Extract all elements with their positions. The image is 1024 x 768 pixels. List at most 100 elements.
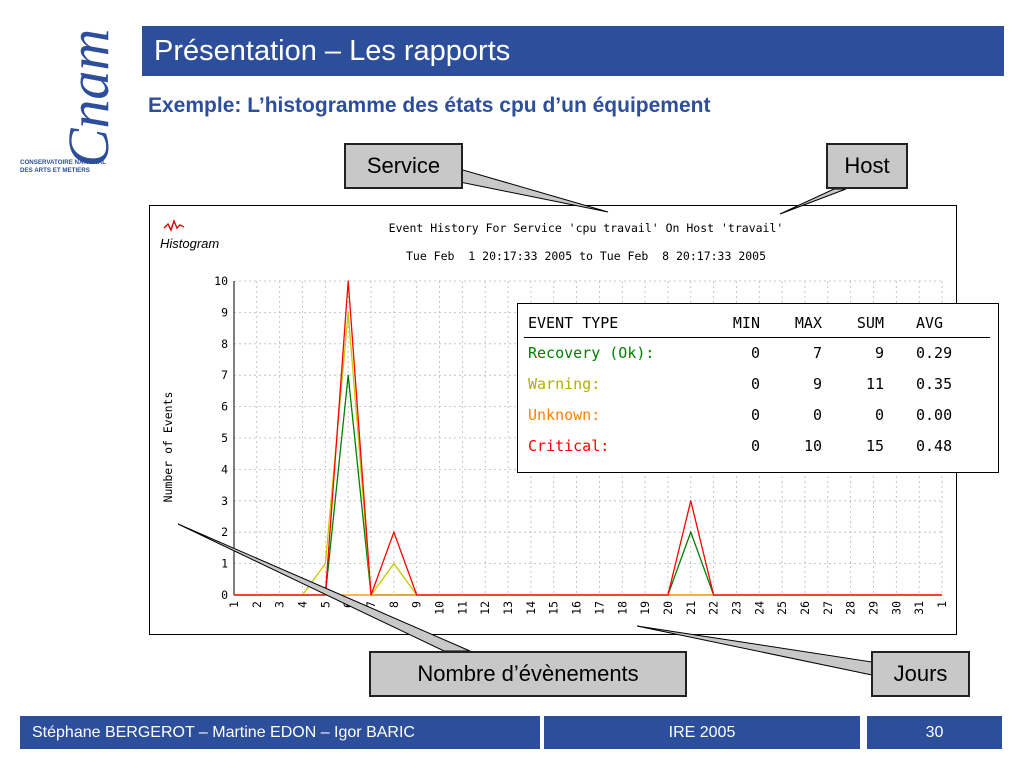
series-point — [347, 280, 349, 282]
series-point — [324, 563, 326, 565]
y-tick-label: 6 — [221, 400, 228, 414]
chart-subtitle: Tue Feb 1 20:17:33 2005 to Tue Feb 8 20:… — [406, 249, 766, 263]
x-tick-label: 8 — [387, 601, 401, 608]
cnam-logo: Cnam CONSERVATOIRE NATIONAL DES ARTS ET … — [20, 29, 118, 174]
callout-nombre-evenements: Nombre d’évènements — [369, 651, 687, 697]
stats-cell-type: Unknown: — [528, 406, 601, 424]
stats-row: Unknown: 0 0 0 0.00 — [518, 406, 998, 430]
y-axis-label: Number of Events — [161, 392, 175, 503]
chart-title: Event History For Service 'cpu travail' … — [389, 221, 784, 235]
y-tick-label: 7 — [221, 368, 228, 382]
x-tick-label: 7 — [364, 601, 378, 608]
x-tick-label: 5 — [318, 601, 332, 608]
stats-cell-type: Warning: — [528, 375, 601, 393]
callout-jours: Jours — [871, 651, 970, 697]
logo-brand: Cnam — [56, 29, 118, 168]
stats-cell-avg: 0.35 — [916, 375, 953, 393]
footer-authors: Stéphane BERGEROT – Martine EDON – Igor … — [20, 716, 540, 749]
header-max: MAX — [794, 314, 822, 332]
stats-cell-min: 0 — [750, 375, 760, 393]
series-point — [690, 500, 692, 502]
x-tick-label: 3 — [273, 601, 287, 608]
header-min: MIN — [732, 314, 760, 332]
x-tick-label: 27 — [821, 601, 835, 615]
x-tick-label: 1 — [935, 601, 949, 608]
x-tick-label: 2 — [250, 601, 264, 608]
stats-cell-sum: 15 — [865, 437, 884, 455]
page-title: Présentation – Les rapports — [142, 26, 1004, 76]
stats-table: EVENT TYPE MIN MAX SUM AVG Recovery (Ok)… — [517, 303, 999, 473]
stats-header-row: EVENT TYPE MIN MAX SUM AVG — [518, 314, 998, 338]
header-sum: SUM — [856, 314, 884, 332]
callout-service: Service — [344, 143, 463, 189]
x-tick-label: 12 — [478, 601, 492, 615]
x-tick-label: 15 — [547, 601, 561, 615]
stats-cell-avg: 0.00 — [916, 406, 953, 424]
x-tick-label: 14 — [524, 601, 538, 615]
stats-cell-type: Recovery (Ok): — [528, 344, 655, 362]
x-tick-label: 25 — [775, 601, 789, 615]
logo-line1: CONSERVATOIRE NATIONAL — [20, 159, 106, 166]
stats-cell-min: 0 — [750, 344, 760, 362]
series-point — [393, 563, 395, 565]
stats-cell-min: 0 — [750, 437, 760, 455]
header-event-type: EVENT TYPE — [528, 314, 619, 332]
x-tick-label: 28 — [844, 601, 858, 615]
y-tick-label: 4 — [221, 462, 228, 476]
x-tick-label: 10 — [433, 601, 447, 615]
x-tick-label: 4 — [296, 601, 310, 608]
x-tick-label: 13 — [501, 601, 515, 615]
x-tick-label: 1 — [227, 601, 241, 608]
x-tick-label: 29 — [866, 601, 880, 615]
stats-cell-sum: 9 — [874, 344, 884, 362]
x-tick-label: 23 — [729, 601, 743, 615]
y-tick-label: 1 — [221, 557, 228, 571]
slide-subtitle: Exemple: L’histogramme des états cpu d’u… — [148, 94, 711, 117]
stats-row: Critical: 0 10 15 0.48 — [518, 437, 998, 461]
stats-cell-max: 9 — [812, 375, 822, 393]
x-tick-label: 6 — [341, 601, 355, 608]
y-tick-label: 9 — [221, 305, 228, 319]
stats-cell-type: Critical: — [528, 437, 610, 455]
x-tick-label: 11 — [455, 601, 469, 615]
series-point — [690, 531, 692, 533]
x-tick-label: 21 — [684, 601, 698, 615]
y-tick-label: 3 — [221, 494, 228, 508]
x-tick-label: 16 — [570, 601, 584, 615]
footer-event: IRE 2005 — [544, 716, 860, 749]
x-tick-label: 17 — [592, 601, 606, 615]
y-tick-label: 8 — [221, 337, 228, 351]
y-tick-label: 2 — [221, 525, 228, 539]
y-tick-label: 10 — [214, 274, 228, 288]
footer-page-number: 30 — [867, 716, 1002, 749]
stats-cell-avg: 0.29 — [916, 344, 953, 362]
histogram-icon-label: Histogram — [160, 236, 219, 251]
y-tick-label: 0 — [221, 588, 228, 602]
x-tick-label: 22 — [707, 601, 721, 615]
stats-row: Recovery (Ok): 0 7 9 0.29 — [518, 344, 998, 368]
series-point — [347, 374, 349, 376]
logo-line2: DES ARTS ET METIERS — [20, 167, 90, 174]
stats-cell-min: 0 — [750, 406, 760, 424]
stats-cell-sum: 0 — [874, 406, 884, 424]
x-tick-label: 26 — [798, 601, 812, 615]
stats-row: Warning: 0 9 11 0.35 — [518, 375, 998, 399]
x-tick-label: 19 — [638, 601, 652, 615]
x-tick-label: 20 — [661, 601, 675, 615]
series-point — [393, 531, 395, 533]
x-tick-label: 24 — [752, 601, 766, 615]
series-line-critical — [234, 280, 942, 596]
series-point — [347, 311, 349, 313]
x-tick-label: 9 — [410, 601, 424, 608]
x-tick-label: 18 — [615, 601, 629, 615]
stats-cell-avg: 0.48 — [916, 437, 953, 455]
x-tick-label: 30 — [889, 601, 903, 615]
x-tick-label: 31 — [912, 601, 926, 615]
stats-cell-sum: 11 — [865, 375, 884, 393]
stats-divider — [524, 337, 990, 338]
histogram-icon — [163, 219, 185, 232]
stats-cell-max: 7 — [812, 344, 822, 362]
y-tick-label: 5 — [221, 431, 228, 445]
header-avg: AVG — [916, 314, 944, 332]
stats-cell-max: 0 — [812, 406, 822, 424]
